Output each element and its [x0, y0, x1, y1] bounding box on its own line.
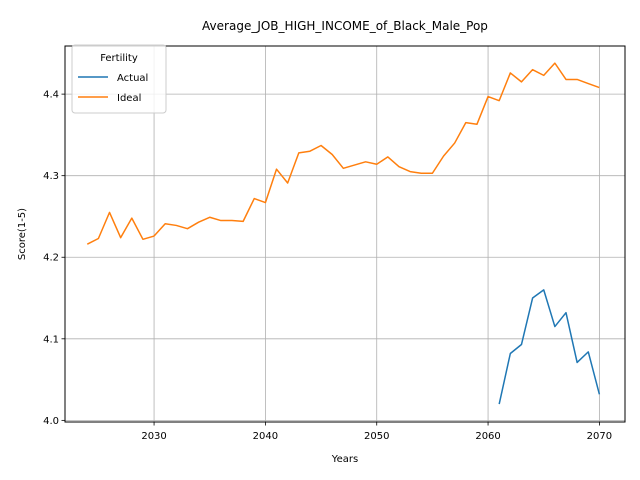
- y-axis-label: Score(1-5): [17, 208, 28, 260]
- legend-box: [71, 44, 167, 114]
- legend-title: Fertility: [100, 53, 138, 64]
- y-tick-label: 4.2: [43, 253, 59, 264]
- legend-label-ideal: Ideal: [117, 93, 141, 104]
- x-axis-label: Years: [331, 454, 358, 465]
- x-tick-label: 2050: [364, 431, 389, 442]
- chart-title: Average_JOB_HIGH_INCOME_of_Black_Male_Po…: [202, 19, 488, 33]
- x-tick-label: 2070: [587, 431, 612, 442]
- y-tick-label: 4.4: [43, 90, 59, 101]
- axis-ticks: 2030 2040 2050 2060 2070 4.0 4.1 4.2 4.3 4.4: [43, 90, 612, 442]
- x-tick-label: 2060: [475, 431, 500, 442]
- x-tick-label: 2030: [141, 431, 166, 442]
- y-tick-label: 4.0: [43, 416, 59, 427]
- plot-frame: [64, 45, 626, 423]
- series-layer: [86, 62, 601, 405]
- series-line-actual: [498, 289, 601, 405]
- y-tick-label: 4.1: [43, 334, 59, 345]
- legend-label-actual: Actual: [117, 73, 148, 84]
- legend: Fertility Actual Ideal: [71, 44, 167, 114]
- y-tick-label: 4.3: [43, 171, 59, 182]
- series-line-ideal: [86, 62, 600, 245]
- grid: [65, 46, 625, 422]
- x-tick-label: 2040: [253, 431, 278, 442]
